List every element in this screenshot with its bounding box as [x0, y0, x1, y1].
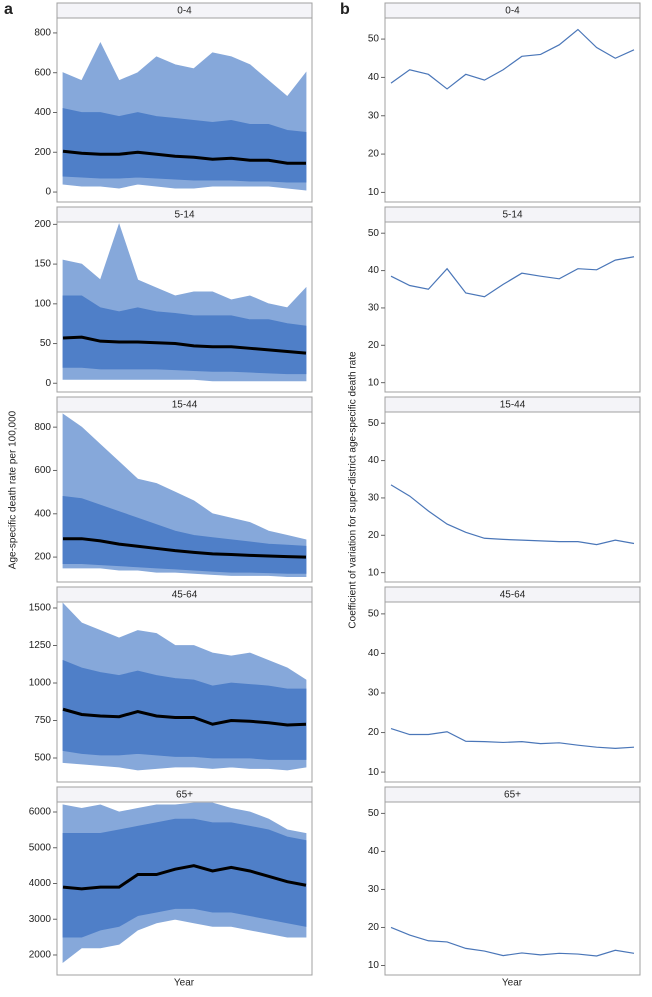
plot-frame: [384, 411, 641, 583]
y-tick-label: 600: [34, 67, 51, 78]
series-line: [62, 149, 306, 165]
series-line: [390, 728, 635, 749]
spread-band: [62, 108, 307, 183]
y-tick-label: 10: [368, 187, 380, 198]
strip: [56, 396, 313, 413]
strip-label: 65+: [176, 790, 193, 801]
y-tick-label: 20: [368, 340, 380, 351]
y-tick-label: 800: [34, 28, 51, 39]
spread-band: [62, 295, 307, 375]
strip: [384, 586, 641, 603]
strip: [384, 786, 641, 803]
strip: [384, 2, 641, 19]
series-line: [390, 28, 635, 90]
y-tick-label: 200: [34, 219, 51, 230]
y-tick-label: 600: [34, 465, 51, 476]
series-line: [390, 484, 635, 546]
y-tick-label: 20: [368, 922, 380, 933]
y-tick-label: 20: [368, 149, 380, 160]
strip-label: 5-14: [174, 210, 194, 221]
y-tick-label: 40: [368, 72, 380, 83]
y-tick-label: 150: [34, 259, 51, 270]
strip: [56, 2, 313, 19]
x-axis-label: Year: [174, 978, 195, 989]
y-tick-label: 40: [368, 648, 380, 659]
y-tick-label: 50: [40, 338, 52, 349]
y-tick-label: 1000: [29, 678, 52, 689]
y-tick-label: 10: [368, 377, 380, 388]
y-tick-label: 50: [368, 228, 380, 239]
plot-frame: [384, 601, 641, 783]
spread-band: [62, 818, 307, 938]
y-tick-label: 40: [368, 265, 380, 276]
panel-letter: b: [340, 1, 350, 18]
plot-frame: [384, 801, 641, 976]
plot-frame: [384, 17, 641, 203]
y-tick-label: 40: [368, 455, 380, 466]
y-tick-label: 50: [368, 609, 380, 620]
y-tick-label: 50: [368, 418, 380, 429]
series-line: [62, 707, 307, 727]
y-tick-label: 10: [368, 767, 380, 778]
y-tick-label: 5000: [29, 842, 52, 853]
y-tick-label: 200: [34, 552, 51, 563]
series-line: [62, 335, 307, 355]
y-tick-label: 30: [368, 493, 380, 504]
y-tick-label: 400: [34, 508, 51, 519]
y-tick-label: 800: [34, 422, 51, 433]
y-tick-label: 2000: [29, 950, 52, 961]
strip: [56, 206, 313, 223]
y-tick-label: 0: [45, 378, 51, 389]
series-line: [390, 256, 635, 298]
x-axis-label: Year: [502, 978, 523, 989]
y-tick-label: 50: [368, 808, 380, 819]
y-tick-label: 30: [368, 303, 380, 314]
y-tick-label: 20: [368, 530, 380, 541]
y-tick-label: 20: [368, 727, 380, 738]
y-tick-label: 0: [45, 187, 51, 198]
series-line: [390, 926, 635, 957]
strip-label: 5-14: [502, 210, 522, 221]
y-tick-label: 30: [368, 688, 380, 699]
strip-label: 45-64: [500, 590, 526, 601]
y-tick-label: 1250: [29, 640, 52, 651]
strip-label: 15-44: [500, 400, 526, 411]
y-tick-label: 50: [368, 34, 380, 45]
y-tick-label: 30: [368, 110, 380, 121]
y-tick-label: 100: [34, 298, 51, 309]
y-tick-label: 3000: [29, 914, 52, 925]
y-tick-label: 750: [34, 715, 51, 726]
y-tick-label: 30: [368, 884, 380, 895]
strip: [384, 206, 641, 223]
y-tick-label: 400: [34, 107, 51, 118]
y-tick-label: 1500: [29, 603, 52, 614]
y-tick-label: 4000: [29, 878, 52, 889]
y-tick-label: 10: [368, 567, 380, 578]
strip-label: 0-4: [177, 6, 192, 17]
y-tick-label: 10: [368, 960, 380, 971]
spread-band: [62, 659, 307, 760]
strip-label: 15-44: [172, 400, 198, 411]
panel-letter: a: [4, 1, 13, 18]
y-tick-label: 200: [34, 147, 51, 158]
y-axis-label: Coefficient of variation for super-distr…: [348, 351, 359, 629]
y-tick-label: 40: [368, 846, 380, 857]
y-tick-label: 6000: [29, 807, 52, 818]
y-axis-label: Age-specific death rate per 100,000: [8, 410, 19, 569]
strip-label: 45-64: [172, 590, 198, 601]
series-line: [62, 864, 307, 891]
strip-label: 0-4: [505, 6, 520, 17]
strip-label: 65+: [504, 790, 521, 801]
strip: [56, 586, 313, 603]
plot-frame: [384, 221, 641, 393]
y-tick-label: 500: [34, 753, 51, 764]
strip: [56, 786, 313, 803]
series-line: [63, 537, 307, 559]
strip: [384, 396, 641, 413]
